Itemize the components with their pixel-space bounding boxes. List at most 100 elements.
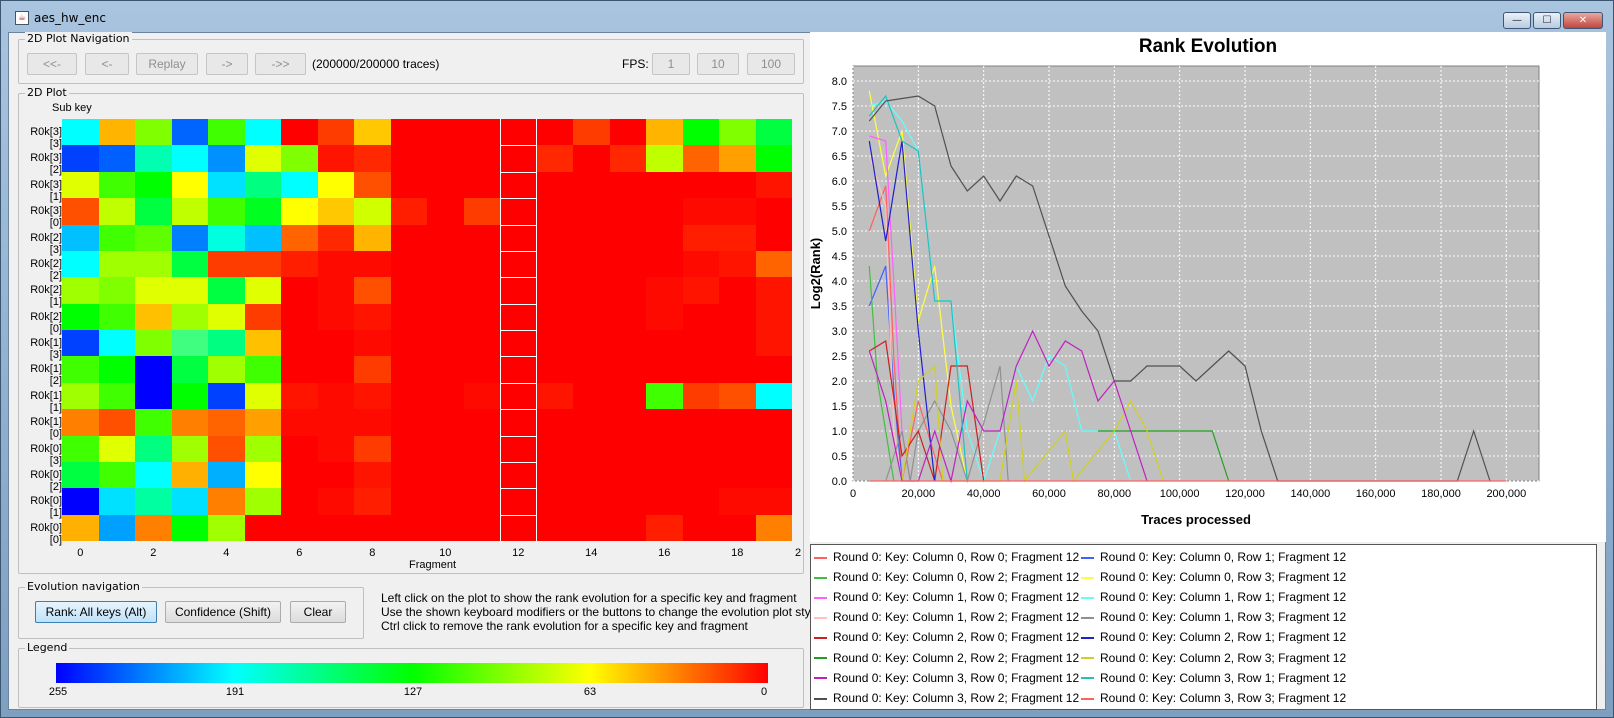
heatmap-cell[interactable]	[463, 145, 500, 172]
heatmap-cell[interactable]	[755, 382, 792, 410]
heatmap-cell[interactable]	[719, 198, 756, 225]
heatmap-cell[interactable]	[646, 356, 683, 383]
heatmap-cell[interactable]	[390, 250, 427, 278]
heatmap-cell[interactable]	[317, 198, 354, 225]
heatmap-cell[interactable]	[244, 171, 281, 199]
heatmap-cell[interactable]	[609, 461, 646, 489]
heatmap-cell[interactable]	[62, 145, 99, 172]
heatmap-cell[interactable]	[719, 250, 756, 278]
heatmap-cell[interactable]	[536, 145, 573, 172]
heatmap-cell[interactable]	[573, 277, 610, 304]
heatmap-cell[interactable]	[171, 119, 208, 146]
heatmap-cell[interactable]	[463, 514, 500, 541]
heatmap-cell[interactable]	[135, 435, 172, 462]
heatmap-cell[interactable]	[609, 119, 646, 146]
heatmap-cell[interactable]	[536, 461, 573, 489]
heatmap-cell[interactable]	[682, 145, 719, 172]
heatmap-cell[interactable]	[317, 250, 354, 278]
heatmap-cell[interactable]	[171, 171, 208, 199]
heatmap-cell[interactable]	[463, 119, 500, 146]
heatmap-cell[interactable]	[427, 461, 464, 489]
heatmap-cell[interactable]	[463, 330, 500, 357]
heatmap-cell[interactable]	[62, 198, 99, 225]
heatmap-cell[interactable]	[98, 198, 135, 225]
heatmap-cell[interactable]	[463, 382, 500, 410]
heatmap-cell[interactable]	[317, 145, 354, 172]
heatmap-cell[interactable]	[682, 119, 719, 146]
heatmap-cell[interactable]	[682, 488, 719, 515]
heatmap-cell[interactable]	[536, 250, 573, 278]
heatmap-cell[interactable]	[427, 145, 464, 172]
heatmap-cell[interactable]	[500, 435, 537, 462]
heatmap-cell[interactable]	[317, 409, 354, 436]
heatmap-cell[interactable]	[281, 435, 318, 462]
heatmap-cell[interactable]	[682, 303, 719, 330]
heatmap-cell[interactable]	[171, 277, 208, 304]
heatmap-cell[interactable]	[317, 119, 354, 146]
heatmap-cell[interactable]	[317, 488, 354, 515]
heatmap-cell[interactable]	[536, 356, 573, 383]
heatmap-cell[interactable]	[98, 435, 135, 462]
heatmap-cell[interactable]	[463, 435, 500, 462]
heatmap-cell[interactable]	[390, 461, 427, 489]
heatmap-cell[interactable]	[427, 330, 464, 357]
heatmap-cell[interactable]	[98, 461, 135, 489]
heatmap-cell[interactable]	[500, 119, 537, 146]
heatmap-cell[interactable]	[719, 488, 756, 515]
heatmap-cell[interactable]	[98, 409, 135, 436]
heatmap-cell[interactable]	[536, 382, 573, 410]
heatmap-cell[interactable]	[536, 119, 573, 146]
heatmap-cell[interactable]	[500, 198, 537, 225]
heatmap-cell[interactable]	[62, 303, 99, 330]
heatmap-cell[interactable]	[390, 303, 427, 330]
heatmap-cell[interactable]	[208, 277, 245, 304]
heatmap-cell[interactable]	[354, 409, 391, 436]
heatmap-cell[interactable]	[682, 435, 719, 462]
heatmap-cell[interactable]	[500, 171, 537, 199]
heatmap-cell[interactable]	[98, 119, 135, 146]
heatmap-cell[interactable]	[171, 356, 208, 383]
heatmap-cell[interactable]	[682, 330, 719, 357]
heatmap-cell[interactable]	[536, 171, 573, 199]
heatmap-cell[interactable]	[609, 382, 646, 410]
heatmap-cell[interactable]	[427, 198, 464, 225]
minimize-button[interactable]: —	[1503, 12, 1531, 29]
heatmap-cell[interactable]	[354, 119, 391, 146]
heatmap-cell[interactable]	[463, 461, 500, 489]
heatmap-cell[interactable]	[171, 461, 208, 489]
heatmap-cell[interactable]	[281, 145, 318, 172]
heatmap-cell[interactable]	[500, 330, 537, 357]
heatmap-cell[interactable]	[135, 303, 172, 330]
fps-1-button[interactable]: 1	[652, 53, 690, 75]
heatmap-cell[interactable]	[427, 250, 464, 278]
maximize-button[interactable]: ☐	[1533, 12, 1561, 29]
heatmap-cell[interactable]	[573, 461, 610, 489]
heatmap-cell[interactable]	[646, 250, 683, 278]
heatmap-cell[interactable]	[135, 250, 172, 278]
heatmap-cell[interactable]	[646, 277, 683, 304]
heatmap-cell[interactable]	[573, 198, 610, 225]
heatmap-cell[interactable]	[208, 250, 245, 278]
heatmap-cell[interactable]	[719, 382, 756, 410]
heatmap-cell[interactable]	[244, 224, 281, 251]
heatmap-cell[interactable]	[317, 171, 354, 199]
heatmap-cell[interactable]	[500, 488, 537, 515]
heatmap-cell[interactable]	[463, 171, 500, 199]
heatmap-cell[interactable]	[646, 198, 683, 225]
heatmap-cell[interactable]	[354, 382, 391, 410]
heatmap-cell[interactable]	[755, 277, 792, 304]
heatmap-cell[interactable]	[98, 356, 135, 383]
fps-100-button[interactable]: 100	[747, 53, 795, 75]
heatmap-cell[interactable]	[646, 382, 683, 410]
heatmap-cell[interactable]	[573, 119, 610, 146]
heatmap-cell[interactable]	[463, 277, 500, 304]
heatmap-cell[interactable]	[463, 250, 500, 278]
heatmap-cell[interactable]	[755, 356, 792, 383]
heatmap-cell[interactable]	[609, 250, 646, 278]
heatmap-cell[interactable]	[244, 198, 281, 225]
heatmap-cell[interactable]	[171, 435, 208, 462]
heatmap-cell[interactable]	[500, 145, 537, 172]
heatmap-cell[interactable]	[62, 382, 99, 410]
heatmap-cell[interactable]	[427, 277, 464, 304]
heatmap-cell[interactable]	[208, 145, 245, 172]
